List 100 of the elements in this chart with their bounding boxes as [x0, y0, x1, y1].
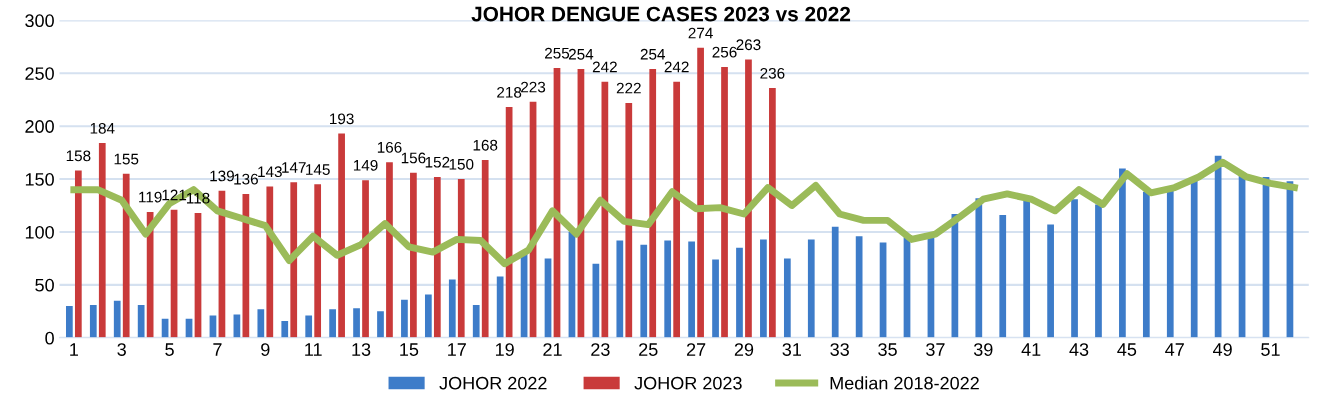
- x-tick-label: 21: [543, 343, 562, 356]
- data-label: 274: [688, 27, 713, 39]
- bar: [697, 47, 704, 338]
- bar: [1190, 179, 1198, 338]
- x-tick-label: 41: [1021, 343, 1041, 356]
- data-label: 256: [712, 46, 737, 58]
- data-label: 223: [521, 81, 546, 93]
- y-tick-label: 50: [35, 278, 54, 292]
- x-tick-label: 27: [686, 343, 706, 356]
- bar: [122, 173, 130, 338]
- legend-label: Median 2018-2022: [830, 376, 979, 390]
- bar: [496, 276, 504, 338]
- data-label: 158: [66, 150, 91, 162]
- x-tick-label: 47: [1165, 343, 1184, 356]
- data-label: 184: [90, 122, 115, 134]
- x-tick-label: 45: [1117, 343, 1137, 356]
- bar: [616, 240, 624, 338]
- bar: [113, 300, 121, 338]
- x-tick-label: 5: [165, 343, 174, 356]
- bar: [410, 172, 417, 338]
- y-tick-label: 300: [25, 14, 54, 28]
- x-tick-label: 35: [878, 343, 897, 356]
- bar: [362, 180, 369, 338]
- bar: [1023, 199, 1031, 338]
- bar: [831, 226, 839, 338]
- x-tick-label: 13: [352, 343, 371, 356]
- bar: [338, 133, 345, 338]
- bar: [472, 305, 480, 338]
- bar: [625, 102, 633, 338]
- bar: [712, 259, 719, 338]
- bar: [401, 299, 408, 338]
- data-label: 236: [760, 67, 785, 79]
- data-label: 263: [736, 39, 761, 51]
- bar: [1214, 155, 1222, 338]
- chart-title: JOHOR DENGUE CASES 2023 vs 2022: [471, 6, 851, 22]
- bar: [314, 184, 322, 338]
- x-tick-label: 15: [400, 343, 419, 356]
- y-tick-label: 200: [25, 120, 54, 133]
- x-tick-label: 43: [1069, 343, 1089, 356]
- x-tick-label: 3: [117, 343, 126, 356]
- bar: [257, 309, 265, 338]
- x-tick-label: 33: [830, 343, 849, 356]
- data-label: 242: [664, 61, 689, 73]
- bar: [760, 239, 767, 338]
- bar: [673, 81, 681, 338]
- bar: [1119, 168, 1126, 338]
- bar: [721, 66, 728, 338]
- data-label: 166: [377, 141, 402, 153]
- data-label: 155: [114, 153, 139, 165]
- data-label: 222: [616, 82, 641, 94]
- bar: [137, 305, 145, 338]
- bar: [433, 176, 441, 338]
- data-label: 145: [306, 164, 330, 175]
- bar: [769, 88, 776, 338]
- data-label: 218: [497, 86, 522, 98]
- bar: [386, 162, 393, 338]
- bar: [353, 308, 360, 338]
- data-label: 254: [568, 48, 594, 60]
- bar: [745, 59, 752, 338]
- data-label: 193: [330, 113, 354, 125]
- bar: [664, 240, 672, 338]
- data-label: 143: [258, 166, 282, 178]
- x-tick-label: 25: [639, 343, 658, 356]
- data-label: 168: [473, 139, 498, 151]
- bar: [74, 170, 82, 338]
- x-tick-label: 31: [782, 343, 801, 356]
- bar: [448, 279, 456, 338]
- bar: [424, 294, 432, 338]
- data-label: 255: [545, 47, 570, 59]
- bar: [1047, 224, 1054, 338]
- bar: [975, 198, 983, 338]
- bar: [1095, 204, 1102, 338]
- bar: [266, 186, 274, 338]
- x-tick-label: 49: [1213, 343, 1232, 356]
- data-label: 139: [210, 170, 234, 182]
- data-label: 242: [592, 61, 617, 73]
- x-tick-label: 7: [213, 343, 222, 356]
- legend-label: JOHOR 2023: [634, 376, 742, 390]
- bar: [329, 309, 336, 338]
- y-tick-label: 150: [25, 173, 54, 186]
- data-label: 152: [425, 156, 450, 168]
- data-label: 119: [139, 191, 162, 203]
- y-tick-label: 100: [25, 225, 54, 239]
- data-label: 254: [640, 48, 666, 60]
- x-tick-label: 51: [1261, 343, 1280, 356]
- data-label: 149: [353, 159, 378, 171]
- x-tick-label: 19: [495, 343, 514, 356]
- bar: [89, 305, 97, 338]
- data-label: 147: [282, 162, 306, 173]
- bar: [305, 315, 313, 338]
- data-label: 156: [401, 152, 426, 164]
- x-tick-label: 39: [973, 343, 993, 356]
- x-tick-label: 11: [305, 343, 322, 356]
- x-tick-label: 1: [70, 343, 78, 356]
- bar: [146, 211, 154, 338]
- bar: [98, 143, 106, 338]
- bar: [640, 244, 648, 338]
- x-tick-label: 37: [926, 343, 945, 356]
- bar: [736, 247, 743, 338]
- bar: [481, 160, 489, 338]
